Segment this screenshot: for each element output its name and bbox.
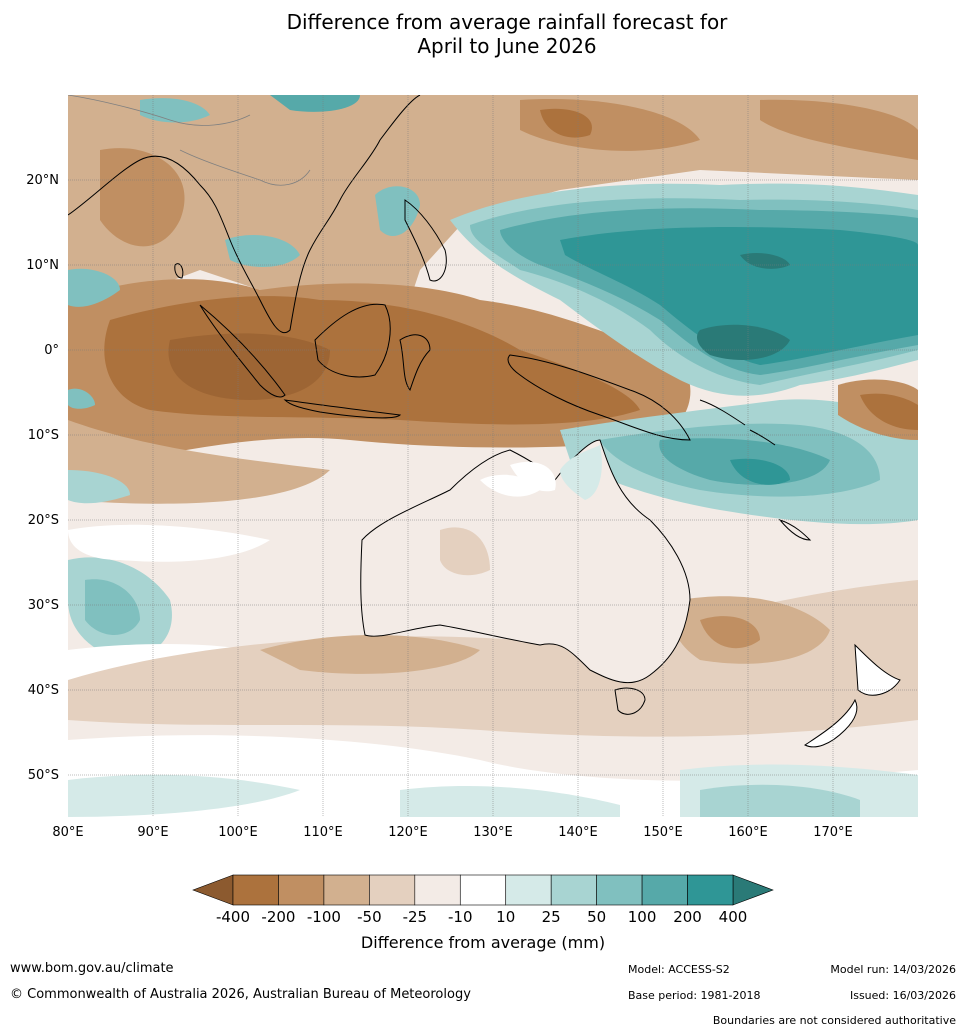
colorbar-tick-label: 25 [542,908,561,926]
philippines [404,199,447,282]
model-run: Model run: 14/03/2026 [830,963,956,976]
model-name: Model: ACCESS-S2 [628,963,730,976]
lat-label: 10°S [28,428,59,443]
colorbar-box [459,874,507,906]
colorbar-tick-label: 400 [719,908,748,926]
latitude-labels: 20°N 10°N 0° 10°S 20°S 30°S 40°S 50°S [26,173,59,783]
copyright: © Commonwealth of Australia 2026, Austra… [10,987,471,1002]
colorbar-box [596,874,643,906]
lon-label: 130°E [473,825,513,840]
colorbar-tick-label: 10 [496,908,515,926]
colorbar-box [550,874,597,906]
issued-date: Issued: 16/03/2026 [849,989,956,1002]
colorbar-box [369,874,416,906]
colorbar-tick-label: 50 [587,908,606,926]
title-line-2: April to June 2026 [417,34,597,58]
sri-lanka [174,263,184,279]
colorbar-tick-label: -10 [448,908,473,926]
boundaries-disclaimer: Boundaries are not considered authoritat… [712,1014,956,1027]
title-line-1: Difference from average rainfall forecas… [286,10,728,34]
tasmania-land [614,687,646,715]
lon-label: 80°E [52,825,83,840]
colorbar-box [687,874,734,906]
colorbar-box [414,874,461,906]
lon-label: 100°E [218,825,258,840]
lat-label: 0° [44,343,59,358]
colorbar-box [505,874,552,906]
base-period: Base period: 1981-2018 [628,989,761,1002]
colorbar-tick-label: -400 [216,908,250,926]
borneo [314,303,391,378]
map-title: Difference from average rainfall forecas… [0,10,965,58]
asia-coastline [68,95,421,333]
lon-label: 120°E [388,825,428,840]
solomon-islands [699,399,776,446]
lon-label: 110°E [303,825,343,840]
colorbar-over-triangle [732,874,774,906]
colorbar-tick-label: -25 [403,908,428,926]
lat-label: 10°N [26,258,59,273]
colorbar-tick-label: -50 [357,908,382,926]
colorbar-tick-label: -100 [307,908,341,926]
lon-label: 160°E [728,825,768,840]
colorbar-box [641,874,688,906]
lat-label: 30°S [28,598,59,613]
lat-label: 40°S [28,683,59,698]
legend-title: Difference from average (mm) [361,933,605,952]
colorbar-box [232,874,279,906]
lon-label: 150°E [643,825,683,840]
rainfall-map [68,95,918,817]
colorbar-box [323,874,370,906]
new-zealand-south [804,698,858,748]
colorbar-under-triangle [192,874,234,906]
colorbar-tick-label: -200 [261,908,295,926]
java [283,399,402,419]
sulawesi [399,334,431,392]
lon-label: 170°E [813,825,853,840]
new-guinea [507,354,691,441]
lat-label: 20°N [26,173,59,188]
colorbar-box [278,874,325,906]
colorbar-tick-label: 100 [628,908,657,926]
australia-land [360,439,691,684]
colorbar-legend: -400 -200 -100 -50 -25 -10 10 25 50 100 200 400 Dif… [192,874,774,952]
lat-label: 50°S [28,768,59,783]
new-zealand-north [854,643,901,696]
new-caledonia [778,518,812,541]
lon-label: 140°E [558,825,598,840]
longitude-labels: 80°E 90°E 100°E 110°E 120°E 130°E 140°E … [52,825,852,840]
sumatra [199,304,286,398]
bom-url[interactable]: www.bom.gov.au/climate [10,961,174,976]
lon-label: 90°E [137,825,168,840]
colorbar-tick-label: 200 [673,908,702,926]
graticule [68,95,918,817]
lat-label: 20°S [28,513,59,528]
